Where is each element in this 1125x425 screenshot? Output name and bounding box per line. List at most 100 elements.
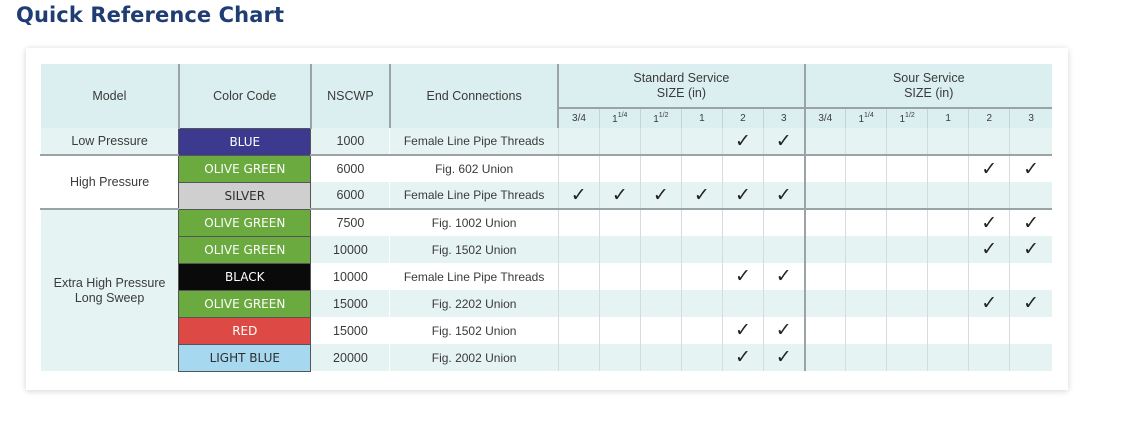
- size-fraction: 1/4: [864, 112, 874, 119]
- standard-size-cell: [639, 317, 682, 344]
- model-cell: Low Pressure: [39, 128, 179, 155]
- sour-size-cell: [845, 236, 887, 263]
- size-base: 1: [899, 114, 906, 125]
- standard-size-label: SIZE (in): [656, 85, 707, 100]
- sour-size-cell: ✓: [1009, 208, 1052, 236]
- sour-size-1: 11/4: [845, 108, 887, 128]
- standard-size-cell: [557, 344, 600, 371]
- table-row: BLACK 10000 Female Line Pipe Threads ✓ ✓: [41, 262, 1052, 291]
- check-icon: ✓: [775, 346, 792, 368]
- sour-size-cell: ✓: [968, 290, 1010, 317]
- sour-size-cell: [968, 317, 1010, 344]
- sour-size-cell: [927, 290, 969, 317]
- sour-size-cell: [886, 344, 928, 371]
- standard-size-cell: [557, 263, 600, 290]
- standard-size-cell: ✓: [721, 182, 764, 209]
- end-connection-value: Female Line Pipe Threads: [389, 182, 559, 209]
- color-code-badge: BLACK: [178, 262, 312, 291]
- sour-size-cell: [968, 182, 1010, 209]
- sour-size-2: 11/2: [886, 108, 928, 128]
- check-icon: ✓: [693, 183, 710, 206]
- sour-size-cell: [927, 154, 969, 182]
- sour-size-cell: [927, 182, 969, 209]
- reference-chart-card: Model Color Code NSCWP End Connections S…: [26, 48, 1068, 390]
- sour-size-cell: [1009, 182, 1052, 209]
- size-base: 1: [653, 114, 659, 125]
- sour-size-cell: [886, 182, 928, 209]
- standard-size-cell: [598, 290, 641, 317]
- check-icon: ✓: [734, 183, 751, 206]
- header-standard-service: Standard Service SIZE (in): [557, 64, 806, 108]
- check-icon: ✓: [775, 129, 792, 152]
- header-end-connections: End Connections: [389, 64, 560, 128]
- sour-size-cell: ✓: [1009, 236, 1052, 263]
- nscwp-value: 6000: [310, 154, 390, 182]
- standard-size-cell: [680, 236, 723, 263]
- standard-size-cell: [639, 128, 682, 155]
- standard-size-cell: [680, 317, 723, 344]
- nscwp-value: 6000: [310, 182, 390, 209]
- end-connection-value: Female Line Pipe Threads: [389, 128, 559, 155]
- check-icon: ✓: [1023, 157, 1040, 180]
- standard-size-4: 2: [721, 108, 764, 128]
- sour-size-cell: [845, 317, 887, 344]
- standard-size-cell: [639, 263, 682, 290]
- size-base: 1: [699, 113, 705, 124]
- check-icon: ✓: [981, 211, 998, 234]
- standard-size-cell: [598, 236, 641, 263]
- sour-size-cell: [886, 154, 928, 182]
- sour-size-cell: [968, 128, 1010, 155]
- sour-size-cell: [886, 236, 928, 263]
- end-connection-value: Fig. 1502 Union: [389, 236, 559, 263]
- sour-size-cell: [886, 290, 928, 317]
- check-icon: ✓: [775, 183, 792, 206]
- standard-size-cell: [598, 317, 641, 344]
- standard-size-cell: ✓: [598, 182, 641, 209]
- table-row: OLIVE GREEN 15000 Fig. 2202 Union ✓ ✓: [41, 289, 1052, 318]
- model-cell: Extra High Pressure Long Sweep: [39, 208, 179, 371]
- sour-size-cell: ✓: [1009, 154, 1052, 182]
- standard-size-0: 3/4: [557, 108, 600, 128]
- check-icon: ✓: [981, 157, 998, 180]
- standard-size-cell: [598, 263, 641, 290]
- size-base: 1: [612, 114, 618, 125]
- standard-size-cell: [639, 236, 682, 263]
- nscwp-value: 15000: [310, 317, 390, 344]
- sour-size-cell: [845, 154, 887, 182]
- standard-size-cell: [721, 208, 764, 236]
- standard-size-5: 3: [762, 108, 806, 128]
- standard-size-cell: ✓: [721, 344, 764, 371]
- color-code-badge: BLUE: [178, 127, 312, 156]
- check-icon: ✓: [1023, 238, 1040, 260]
- size-fraction: 1/4: [617, 112, 628, 119]
- nscwp-value: 7500: [310, 208, 390, 236]
- color-code-badge: SILVER: [178, 181, 312, 210]
- check-icon: ✓: [775, 319, 792, 341]
- standard-size-cell: ✓: [762, 263, 806, 290]
- sour-size-cell: [804, 154, 846, 182]
- standard-size-cell: [762, 236, 806, 263]
- sour-size-cell: [927, 344, 969, 371]
- header-sour-service: Sour Service SIZE (in): [804, 64, 1052, 108]
- standard-size-cell: [680, 128, 723, 155]
- sour-size-cell: [927, 317, 969, 344]
- check-icon: ✓: [981, 292, 998, 314]
- sour-size-cell: [886, 317, 928, 344]
- sour-size-label: SIZE (in): [904, 85, 954, 100]
- sour-size-cell: ✓: [968, 208, 1010, 236]
- size-base: 1: [945, 113, 951, 124]
- end-connection-value: Female Line Pipe Threads: [389, 263, 559, 290]
- sour-size-0: 3/4: [804, 108, 846, 128]
- size-base: 3: [1028, 113, 1034, 124]
- model-label: High Pressure: [69, 174, 150, 189]
- color-code-badge: OLIVE GREEN: [178, 154, 312, 183]
- sour-service-title: Sour Service: [892, 70, 965, 85]
- sour-size-cell: [886, 263, 928, 290]
- sour-size-cell: [845, 182, 887, 209]
- table-body: Low Pressure BLUE 1000 Female Line Pipe Thr…: [39, 127, 1052, 372]
- sour-size-cell: [968, 263, 1010, 290]
- color-code-badge: LIGHT BLUE: [178, 343, 312, 372]
- standard-size-cell: ✓: [762, 344, 806, 371]
- sour-size-cell: [845, 290, 887, 317]
- standard-size-cell: [762, 154, 806, 182]
